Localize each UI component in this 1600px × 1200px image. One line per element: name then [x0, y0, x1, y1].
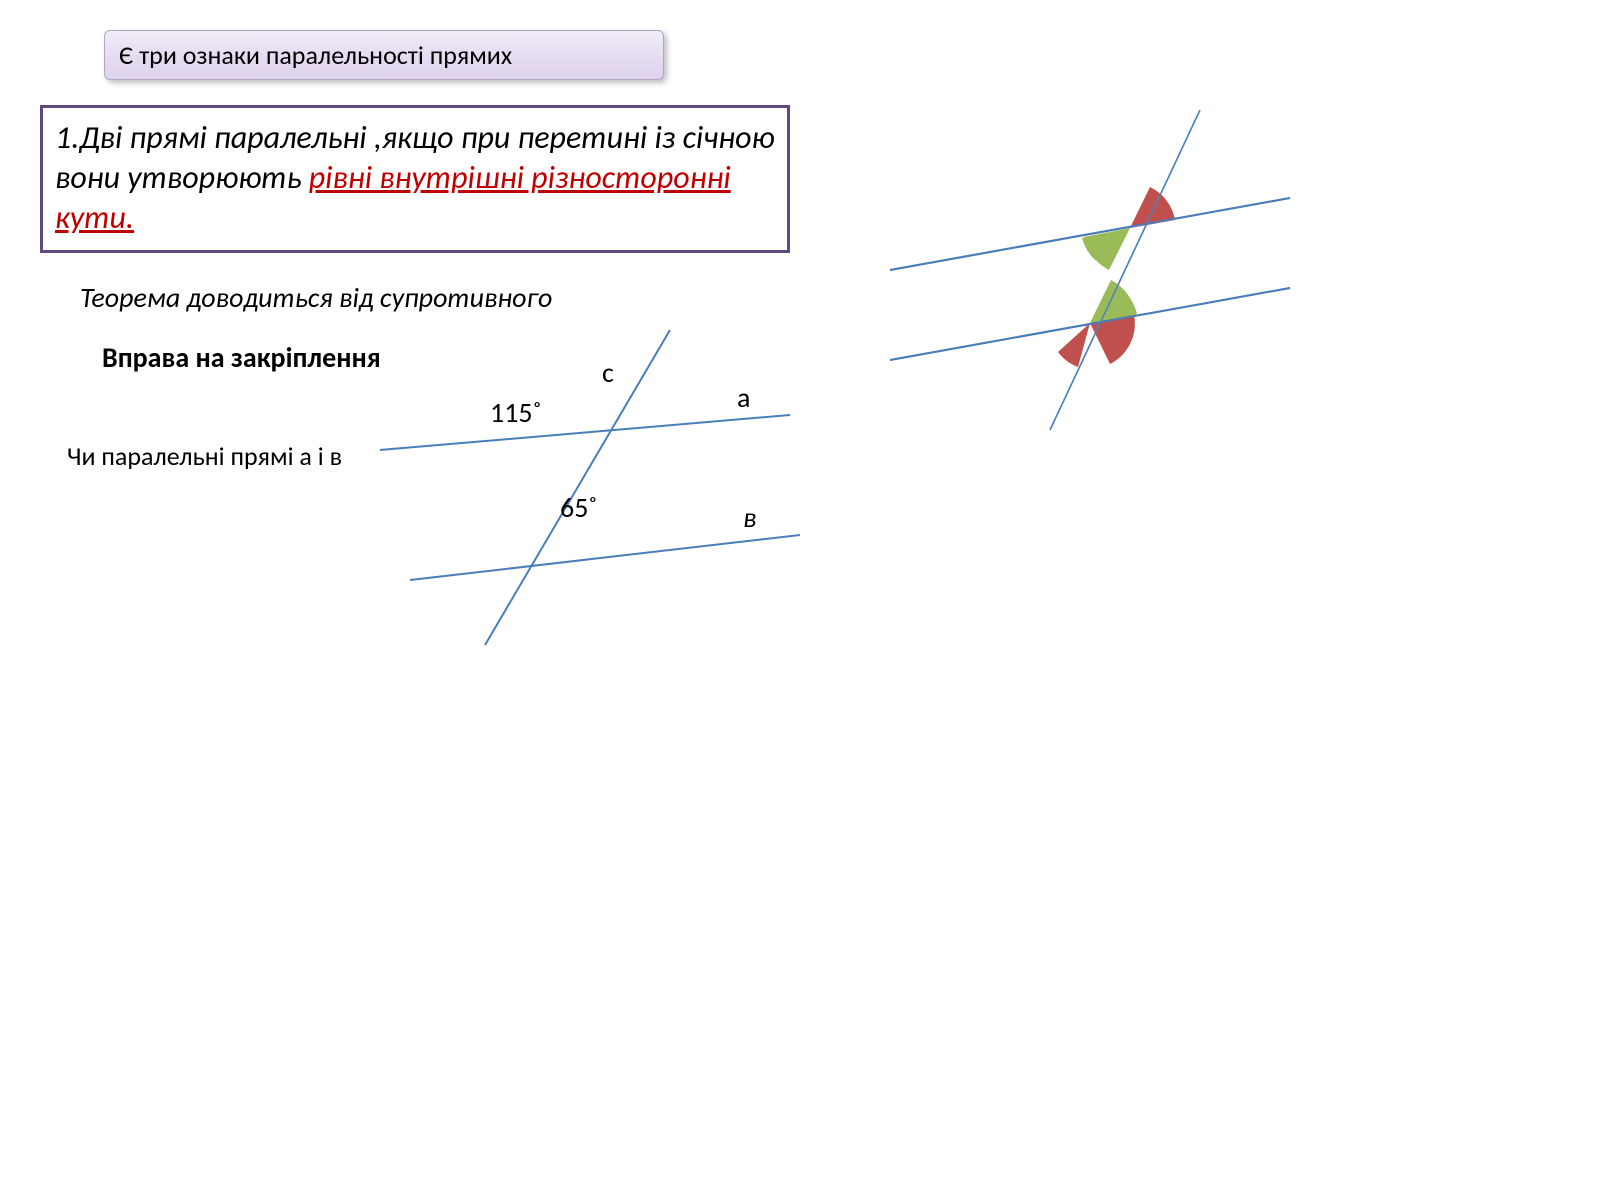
line-c [485, 330, 670, 645]
line-b [410, 535, 800, 580]
exercise-question: Чи паралельні прямі а і в [67, 440, 342, 472]
line-a [380, 415, 790, 450]
title-banner: Є три ознаки паралельності прямих [104, 30, 664, 80]
label-a: а [737, 380, 750, 415]
theorem-box: 1.Дві прямі паралельні ,якщо при перетин… [40, 105, 790, 253]
right-angles-diagram [890, 110, 1310, 450]
title-text: Є три ознаки паралельності прямих [119, 39, 512, 71]
exercise-heading: Вправа на закріплення [102, 340, 381, 375]
label-b: в [743, 500, 756, 535]
proof-note: Теорема доводиться від супротивного [80, 280, 552, 315]
label-angle-115: 115˚ [490, 395, 542, 430]
label-angle-65: 65˚ [560, 490, 597, 525]
exercise-diagram [360, 330, 880, 650]
label-c: с [602, 355, 614, 390]
